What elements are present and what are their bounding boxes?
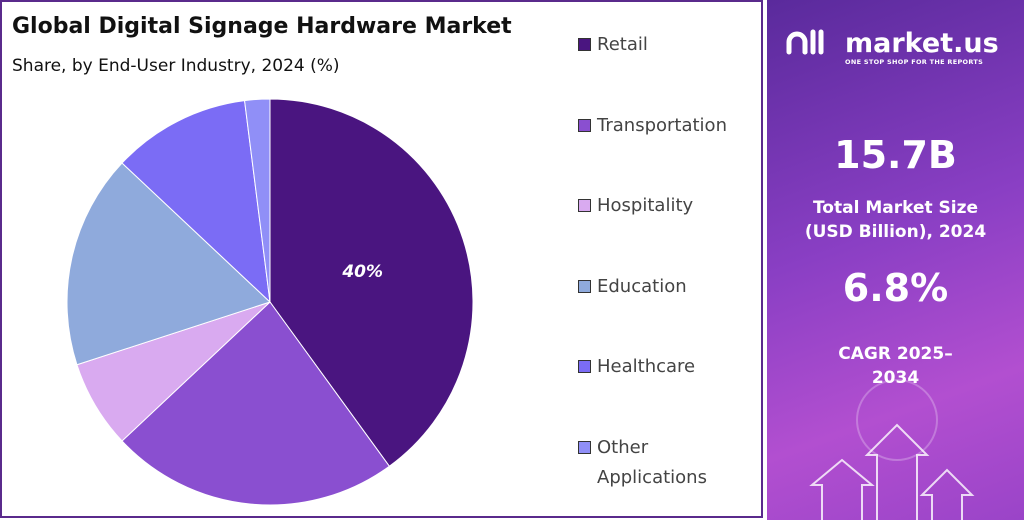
brand-name: market.us [845,28,999,59]
legend-swatch [578,360,591,373]
legend-swatch [578,279,591,293]
legend-swatch [578,440,591,454]
chart-title: Global Digital Signage Hardware Market [12,14,512,39]
legend-item: Hospitality [578,191,748,221]
legend-item: Healthcare [578,352,748,382]
cagr-label: CAGR 2025–2034 [838,344,953,388]
data-label: 40% [341,262,383,282]
market-size: 15.7B [834,133,957,177]
chart-area [0,0,763,518]
legend-label: Hospitality [597,195,694,216]
legend-label: Transportation [597,114,727,136]
legend-swatch [578,118,591,132]
arrows-decor [809,379,975,520]
cagr-value: 6.8% [842,266,949,310]
pie-slice [243,98,271,303]
pie-slice [121,301,391,506]
brand-tagline: ONE STOP SHOP FOR THE REPORTS [845,58,984,66]
legend-item: Retail [578,30,748,60]
market-size-label: Total Market Size (USD Billion), 2024 [804,198,987,242]
pie-slice [269,98,474,467]
chart-subtitle: Share, by End-User Industry, 2024 (%) [12,56,340,76]
pie-chart: 40% [66,98,474,506]
legend-label: Other Applications [597,436,707,488]
legend-swatch [578,38,591,51]
panel-decor [786,29,975,520]
legend-item: Education [578,272,748,302]
side-panel: market.us ONE STOP SHOP FOR THE REPORTS … [767,0,1024,520]
brand-logo [786,29,824,55]
legend-item: Transportation [578,111,748,141]
legend-label: Retail [597,34,648,55]
legend-label: Education [597,275,687,297]
pie-slice [66,162,271,366]
legend-label: Healthcare [597,356,696,377]
pie-slice [121,100,271,304]
legend-item: Other Applications [578,433,748,493]
legend-swatch [578,199,591,212]
